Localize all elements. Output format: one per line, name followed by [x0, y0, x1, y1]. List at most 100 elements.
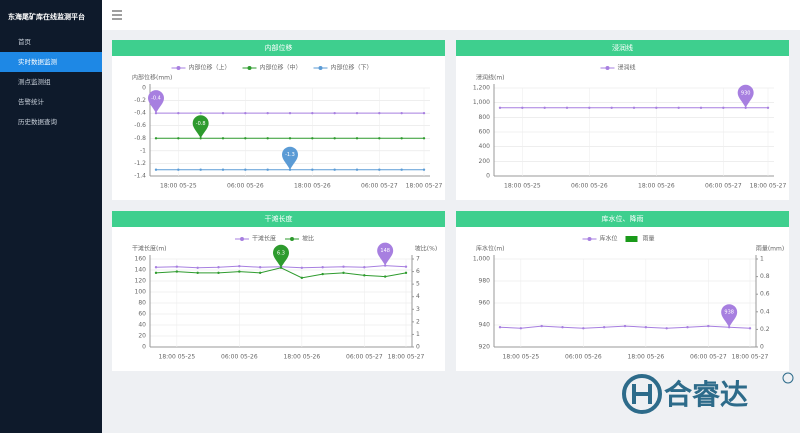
- point: [543, 106, 546, 109]
- y-tick-label: 100: [135, 289, 147, 296]
- point: [196, 266, 199, 269]
- point: [677, 106, 680, 109]
- point: [744, 106, 747, 109]
- pin: [377, 242, 394, 266]
- panel-title: 干滩长度: [112, 211, 445, 227]
- y-tick-label: 140: [135, 267, 147, 274]
- x-tick-label: 18:00 05-25: [160, 183, 197, 190]
- legend-label: 干滩长度: [252, 235, 276, 243]
- menu-item[interactable]: 历史数据查询: [18, 118, 57, 126]
- pin: [192, 115, 209, 139]
- x-tick-label: 18:00 05-27: [406, 183, 443, 190]
- point: [217, 266, 220, 269]
- pin: [721, 304, 738, 328]
- y-axis-title: 浸润线(m): [476, 74, 505, 82]
- data-label: -1.3: [285, 152, 295, 158]
- y-tick-label: -0.2: [134, 97, 146, 104]
- y-tick-label: -0.6: [134, 122, 146, 129]
- pin: [282, 146, 298, 170]
- point: [321, 266, 324, 269]
- y-tick-label: -1.2: [134, 160, 146, 167]
- x-tick-label: 18:00 05-27: [750, 183, 787, 190]
- y-tick-label: -0.4: [134, 110, 146, 117]
- chart-panel: 库水位、降雨 库水位 雨量 库水位(m) 雨量(mm) 920 940 960 980 1,000…: [456, 211, 789, 371]
- point: [582, 327, 585, 330]
- data-label: -0.8: [196, 121, 206, 127]
- point: [177, 168, 180, 171]
- point: [279, 266, 283, 269]
- top-bar: [102, 0, 800, 30]
- legend-swatch: [587, 237, 592, 241]
- y-tick-label: -1.4: [134, 173, 146, 180]
- menu-item[interactable]: 首页: [18, 38, 31, 46]
- y-tick-label: 0: [142, 85, 146, 92]
- point: [727, 326, 731, 329]
- data-label: 6.3: [277, 250, 285, 256]
- y-tick-label: 60: [138, 311, 146, 318]
- point: [154, 266, 158, 269]
- point: [422, 111, 426, 115]
- point: [722, 106, 725, 109]
- y2-tick-label: 2: [416, 318, 420, 325]
- x-tick-label: 06:00 05-26: [227, 183, 264, 190]
- sidebar: 东海尾矿库在线监测平台 首页 实时数据监测 测点监测组 告警统计 历史数据查询: [0, 0, 102, 433]
- point: [521, 106, 524, 109]
- point: [321, 272, 324, 276]
- x-tick-label: 18:00 05-27: [732, 354, 769, 361]
- point: [644, 326, 648, 329]
- point: [404, 265, 408, 268]
- y2-axis-title: 雨量(mm): [756, 246, 784, 253]
- y-tick-label: 1,000: [473, 256, 490, 263]
- point: [244, 111, 247, 115]
- menu-toggle[interactable]: [110, 8, 124, 22]
- point: [288, 168, 292, 171]
- y2-tick-label: 0: [416, 344, 420, 351]
- legend-swatch: [605, 66, 610, 70]
- point: [154, 137, 158, 140]
- menu-item[interactable]: 测点监测组: [18, 78, 51, 86]
- y2-tick-label: 0.6: [760, 291, 770, 298]
- point: [519, 327, 523, 330]
- point: [632, 106, 636, 109]
- y-tick-label: 40: [138, 322, 146, 329]
- legend-label: 内部位移（下）: [331, 64, 373, 72]
- point: [748, 327, 752, 330]
- chart: 内部位移（上） 内部位移（中） 内部位移（下） 内部位移(mm) 0 -0.2 -0.4 -0…: [132, 64, 443, 190]
- point: [378, 111, 381, 115]
- point: [300, 266, 304, 269]
- y2-tick-label: 0.2: [760, 326, 770, 333]
- chart-panel: 内部位移 内部位移（上） 内部位移（中） 内部位移（下） 内部位移(mm) 0 -0.2 -0…: [112, 40, 445, 200]
- chart-panel: 干滩长度 干滩长度 坡比 干滩长度(m) 坡比(%) 0 20 40 60 80 100 120 140…: [112, 211, 445, 371]
- point: [565, 106, 569, 109]
- legend-swatch: [290, 237, 294, 241]
- y-tick-label: 920: [479, 344, 491, 351]
- watermark: 合睿达: [622, 372, 794, 414]
- point: [355, 168, 359, 171]
- y-tick-label: 200: [479, 158, 491, 165]
- point: [342, 265, 345, 268]
- point: [154, 168, 158, 171]
- x-tick-label: 18:00 05-26: [638, 183, 675, 190]
- x-tick-label: 18:00 05-26: [628, 354, 665, 361]
- y-axis-title: 干滩长度(m): [132, 245, 167, 253]
- app-title: 东海尾矿库在线监测平台: [8, 13, 85, 21]
- x-tick-label: 18:00 05-25: [504, 183, 541, 190]
- y-tick-label: -0.8: [134, 135, 146, 142]
- point: [221, 168, 225, 171]
- point: [378, 137, 381, 140]
- legend-swatch: [318, 66, 323, 70]
- panel-title: 库水位、降雨: [456, 211, 789, 227]
- legend-swatch: [240, 237, 244, 241]
- y2-tick-label: 4: [416, 293, 420, 300]
- y2-tick-label: 6: [416, 268, 420, 275]
- x-tick-label: 06:00 05-27: [690, 354, 727, 361]
- point: [400, 111, 403, 115]
- point: [199, 111, 202, 115]
- point: [400, 168, 403, 171]
- line-series: [155, 267, 407, 279]
- menu-item[interactable]: 告警统计: [18, 98, 44, 106]
- point: [342, 271, 345, 275]
- point: [561, 326, 564, 329]
- menu-item[interactable]: 实时数据监测: [0, 52, 102, 72]
